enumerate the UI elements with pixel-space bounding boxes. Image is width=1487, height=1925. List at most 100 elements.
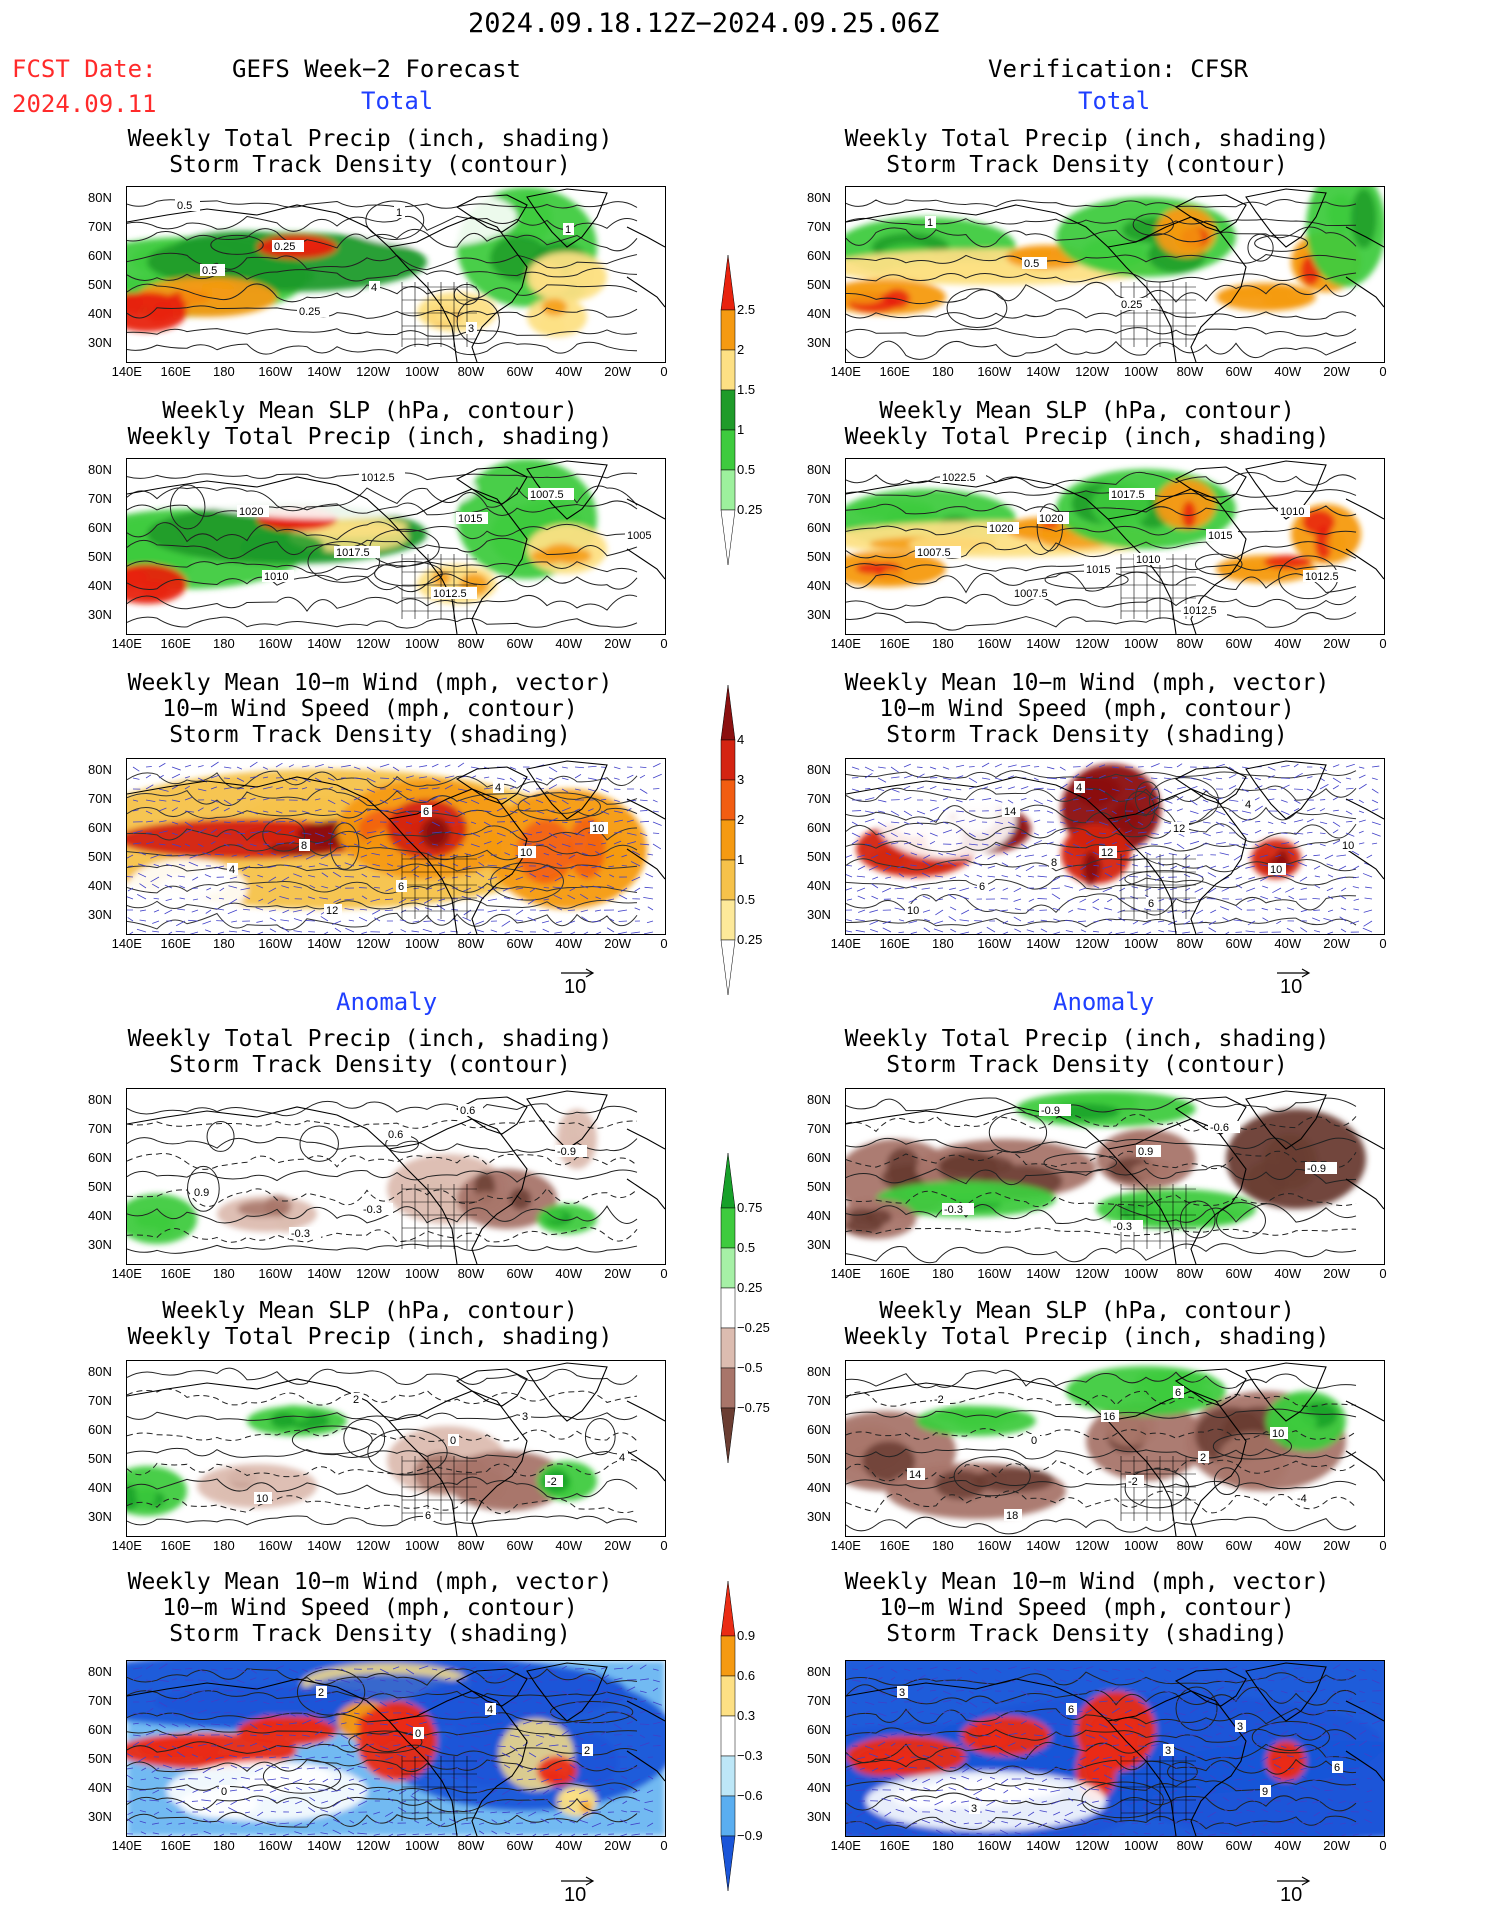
wind-vector	[210, 774, 220, 779]
wind-vector	[387, 1797, 394, 1802]
wind-vector	[392, 766, 400, 772]
wind-vector	[1051, 1800, 1061, 1805]
wind-vector	[1311, 917, 1321, 922]
wind-vector	[987, 875, 996, 878]
wind-vector	[470, 775, 477, 779]
wind-vector	[1098, 764, 1106, 768]
wind-vector	[851, 821, 858, 826]
wind-vector	[964, 1809, 970, 1813]
wind-vector	[1241, 1686, 1250, 1692]
wind-vector	[275, 1665, 284, 1670]
wind-vector	[1263, 1822, 1269, 1827]
wind-vector	[1280, 1675, 1290, 1681]
wind-vector	[851, 766, 860, 770]
wind-vector	[897, 865, 905, 869]
wind-vector	[1104, 907, 1113, 911]
wind-vector	[1259, 854, 1269, 858]
wind-vector	[280, 1777, 290, 1780]
wind-vector	[1351, 1784, 1360, 1791]
wind-vector	[882, 1767, 892, 1771]
lat-tick-label: 40N	[88, 306, 112, 321]
wind-vector	[405, 1679, 413, 1685]
wind-vector	[846, 1767, 853, 1772]
wind-vector	[165, 898, 173, 902]
wind-vector	[1020, 1732, 1026, 1736]
wind-vector	[201, 1799, 212, 1802]
wind-vector	[535, 1742, 543, 1747]
wind-vector	[184, 1723, 191, 1728]
wind-vector	[1338, 1787, 1347, 1791]
wind-vector	[548, 1690, 559, 1693]
wind-vector	[1207, 1789, 1217, 1796]
wind-vector	[167, 1753, 173, 1758]
wind-vector	[431, 1690, 440, 1693]
wind-vector	[644, 886, 654, 889]
wind-vector	[509, 829, 519, 834]
wind-vector	[437, 919, 446, 922]
wind-vector	[1007, 764, 1017, 768]
wind-vector	[305, 920, 316, 922]
wind-vector	[633, 1756, 641, 1761]
wind-vector	[397, 1833, 407, 1836]
lon-tick-label: 160E	[160, 636, 191, 651]
wind-vector	[275, 1734, 283, 1736]
wind-vector	[1337, 876, 1347, 880]
wind-vector	[1124, 788, 1135, 791]
wind-vector	[184, 829, 193, 834]
wind-vector	[568, 920, 576, 924]
contour-label: 12	[326, 905, 338, 917]
wind-vector	[1288, 895, 1295, 900]
wind-vector	[1371, 832, 1381, 837]
panel-title: Weekly Mean 10−m Wind (mph, vector) 10−m …	[817, 670, 1357, 748]
wind-vector	[1345, 1712, 1354, 1718]
colorbar-swatch	[720, 819, 736, 861]
wind-vector	[517, 1789, 524, 1793]
wind-vector	[405, 1701, 413, 1706]
colorbar-label: 0.25	[737, 932, 763, 947]
wind-vector	[1363, 920, 1373, 927]
wind-vector	[386, 873, 394, 878]
lon-tick-label: 20W	[604, 1266, 632, 1281]
wind-vector	[1014, 1786, 1022, 1791]
wind-vector	[1059, 1744, 1068, 1747]
wind-vector	[916, 766, 923, 768]
wind-vector	[652, 1668, 659, 1671]
lon-tick-label: 120W	[356, 364, 391, 379]
lat-tick-label: 60N	[807, 1150, 831, 1165]
wind-vector	[846, 1788, 853, 1791]
wind-vector	[574, 1675, 584, 1681]
contour-label: 8	[301, 840, 307, 852]
wind-vector	[176, 920, 186, 927]
contour-ring	[490, 862, 564, 901]
wind-vector	[1077, 1800, 1087, 1807]
wind-vector	[132, 1741, 140, 1747]
wind-vector	[1261, 1808, 1269, 1813]
wind-vector	[1364, 1808, 1373, 1813]
contour-label: 1012.5	[433, 588, 467, 600]
coastline	[1174, 1368, 1247, 1407]
lon-tick-label: 160E	[879, 1838, 910, 1853]
wind-vector	[1072, 843, 1081, 848]
wind-vector	[1267, 821, 1274, 825]
wind-vector	[158, 1701, 168, 1708]
wind-vector	[987, 865, 996, 869]
wind-vector	[851, 832, 861, 838]
wind-vector	[522, 819, 528, 823]
shading-blob	[539, 315, 565, 336]
wind-vector	[353, 1743, 361, 1747]
wind-vector	[1137, 831, 1147, 834]
wind-vector	[1033, 1712, 1041, 1716]
colorbar-label: −0.9	[737, 1828, 763, 1843]
shading-blob	[367, 1719, 394, 1746]
wind-vector	[385, 1756, 394, 1761]
panel-title: Weekly Mean 10−m Wind (mph, vector) 10−m …	[100, 1569, 640, 1647]
wind-vector	[314, 821, 323, 824]
wind-vector	[189, 931, 199, 934]
wind-vector	[444, 799, 453, 805]
wind-vector	[1202, 1734, 1213, 1738]
panel-title-line: Storm Track Density (contour)	[169, 152, 571, 178]
wind-vector	[864, 1722, 875, 1725]
wind-vector	[1020, 809, 1030, 812]
shading-blob	[1135, 1370, 1214, 1388]
contour-label: -0.3	[944, 1204, 963, 1216]
